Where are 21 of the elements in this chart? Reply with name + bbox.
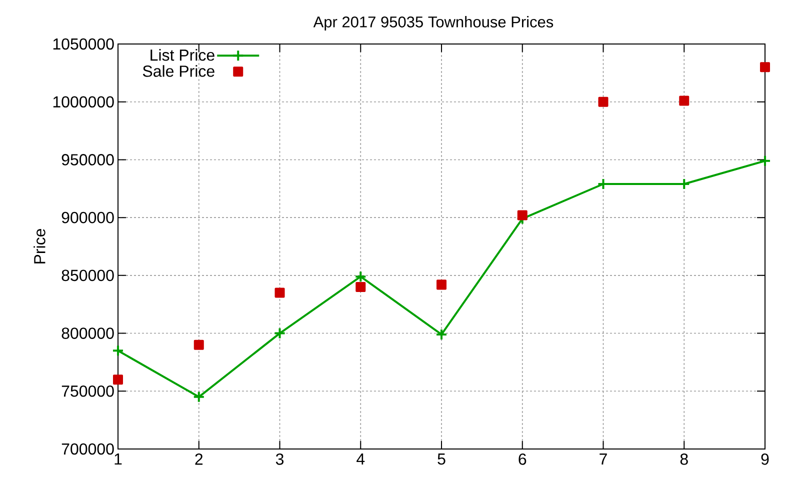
y-tick-label: 900000: [62, 212, 114, 224]
y-tick-label: 750000: [62, 385, 114, 397]
chart-title: Apr 2017 95035 Townhouse Prices: [313, 16, 554, 31]
x-tick-label: 2: [195, 454, 203, 465]
x-tick-label: 8: [680, 454, 688, 465]
y-tick-label: 850000: [62, 270, 114, 282]
y-tick-label: 800000: [62, 328, 114, 339]
x-tick-label: 4: [356, 454, 365, 465]
y-axis-title: Price: [34, 228, 46, 264]
legend-label: Sale Price: [142, 65, 214, 77]
legend-label: List Price: [150, 49, 214, 61]
y-tick-label: 950000: [62, 154, 114, 166]
x-tick-label: 5: [438, 454, 446, 465]
x-tick-label: 6: [518, 454, 526, 465]
y-tick-label: 1000000: [53, 96, 114, 108]
x-tick-label: 9: [761, 454, 769, 465]
x-tick-label: 3: [276, 454, 284, 465]
y-tick-label: 1050000: [53, 38, 114, 50]
y-tick-label: 700000: [62, 443, 114, 455]
x-tick-label: 7: [600, 454, 607, 465]
x-tick-label: 1: [114, 454, 122, 465]
